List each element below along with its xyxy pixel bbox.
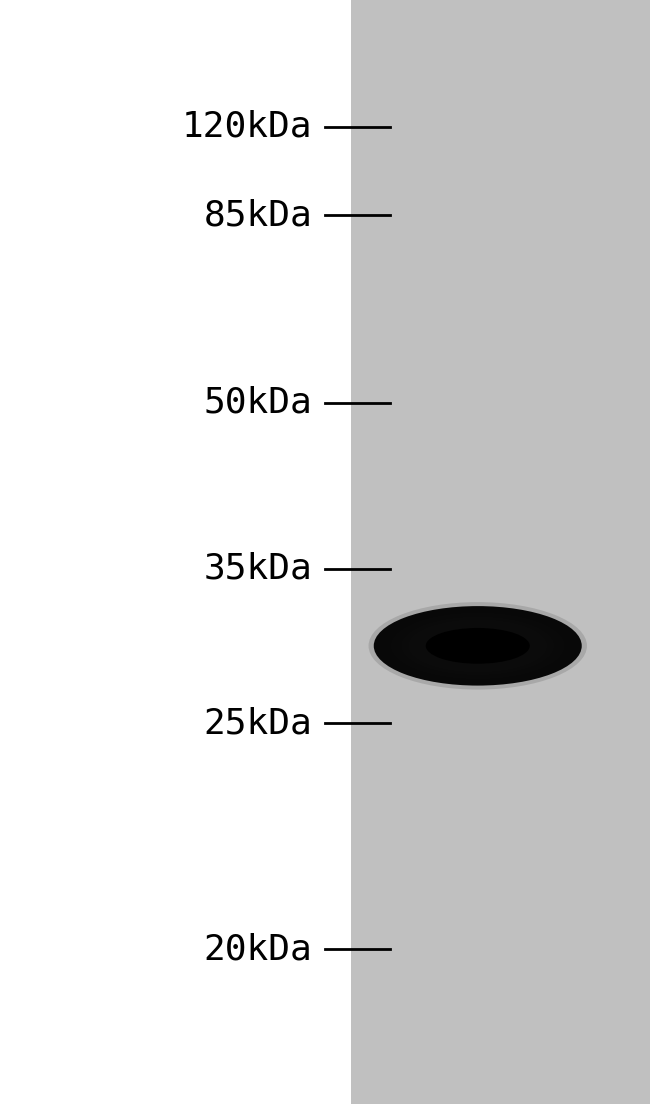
Ellipse shape [369,602,587,690]
Text: 85kDa: 85kDa [203,199,312,232]
Ellipse shape [412,620,543,671]
Ellipse shape [374,606,582,686]
Ellipse shape [387,612,568,680]
Ellipse shape [439,631,516,660]
Ellipse shape [450,635,506,657]
Text: 35kDa: 35kDa [203,552,312,585]
Ellipse shape [429,627,526,665]
Ellipse shape [426,628,530,664]
Ellipse shape [395,614,561,678]
Ellipse shape [471,644,485,648]
Ellipse shape [460,639,495,652]
Ellipse shape [467,641,488,650]
Ellipse shape [443,633,512,659]
Ellipse shape [398,615,558,677]
Ellipse shape [426,626,530,666]
Ellipse shape [405,618,551,673]
Text: 120kDa: 120kDa [181,110,312,144]
Ellipse shape [464,640,491,651]
Ellipse shape [415,622,540,670]
Ellipse shape [381,608,575,683]
Ellipse shape [377,607,578,684]
Ellipse shape [408,619,547,672]
Ellipse shape [384,611,571,681]
Bar [351,0,650,1104]
Ellipse shape [419,624,537,668]
Text: 25kDa: 25kDa [203,707,312,740]
Ellipse shape [447,634,509,658]
Text: 20kDa: 20kDa [203,933,312,966]
Ellipse shape [391,613,564,679]
Ellipse shape [422,625,533,667]
Ellipse shape [433,628,523,664]
Ellipse shape [457,638,499,654]
Text: 50kDa: 50kDa [203,386,312,420]
Ellipse shape [474,645,481,647]
Ellipse shape [402,617,554,675]
Ellipse shape [436,630,519,661]
Ellipse shape [454,637,502,655]
